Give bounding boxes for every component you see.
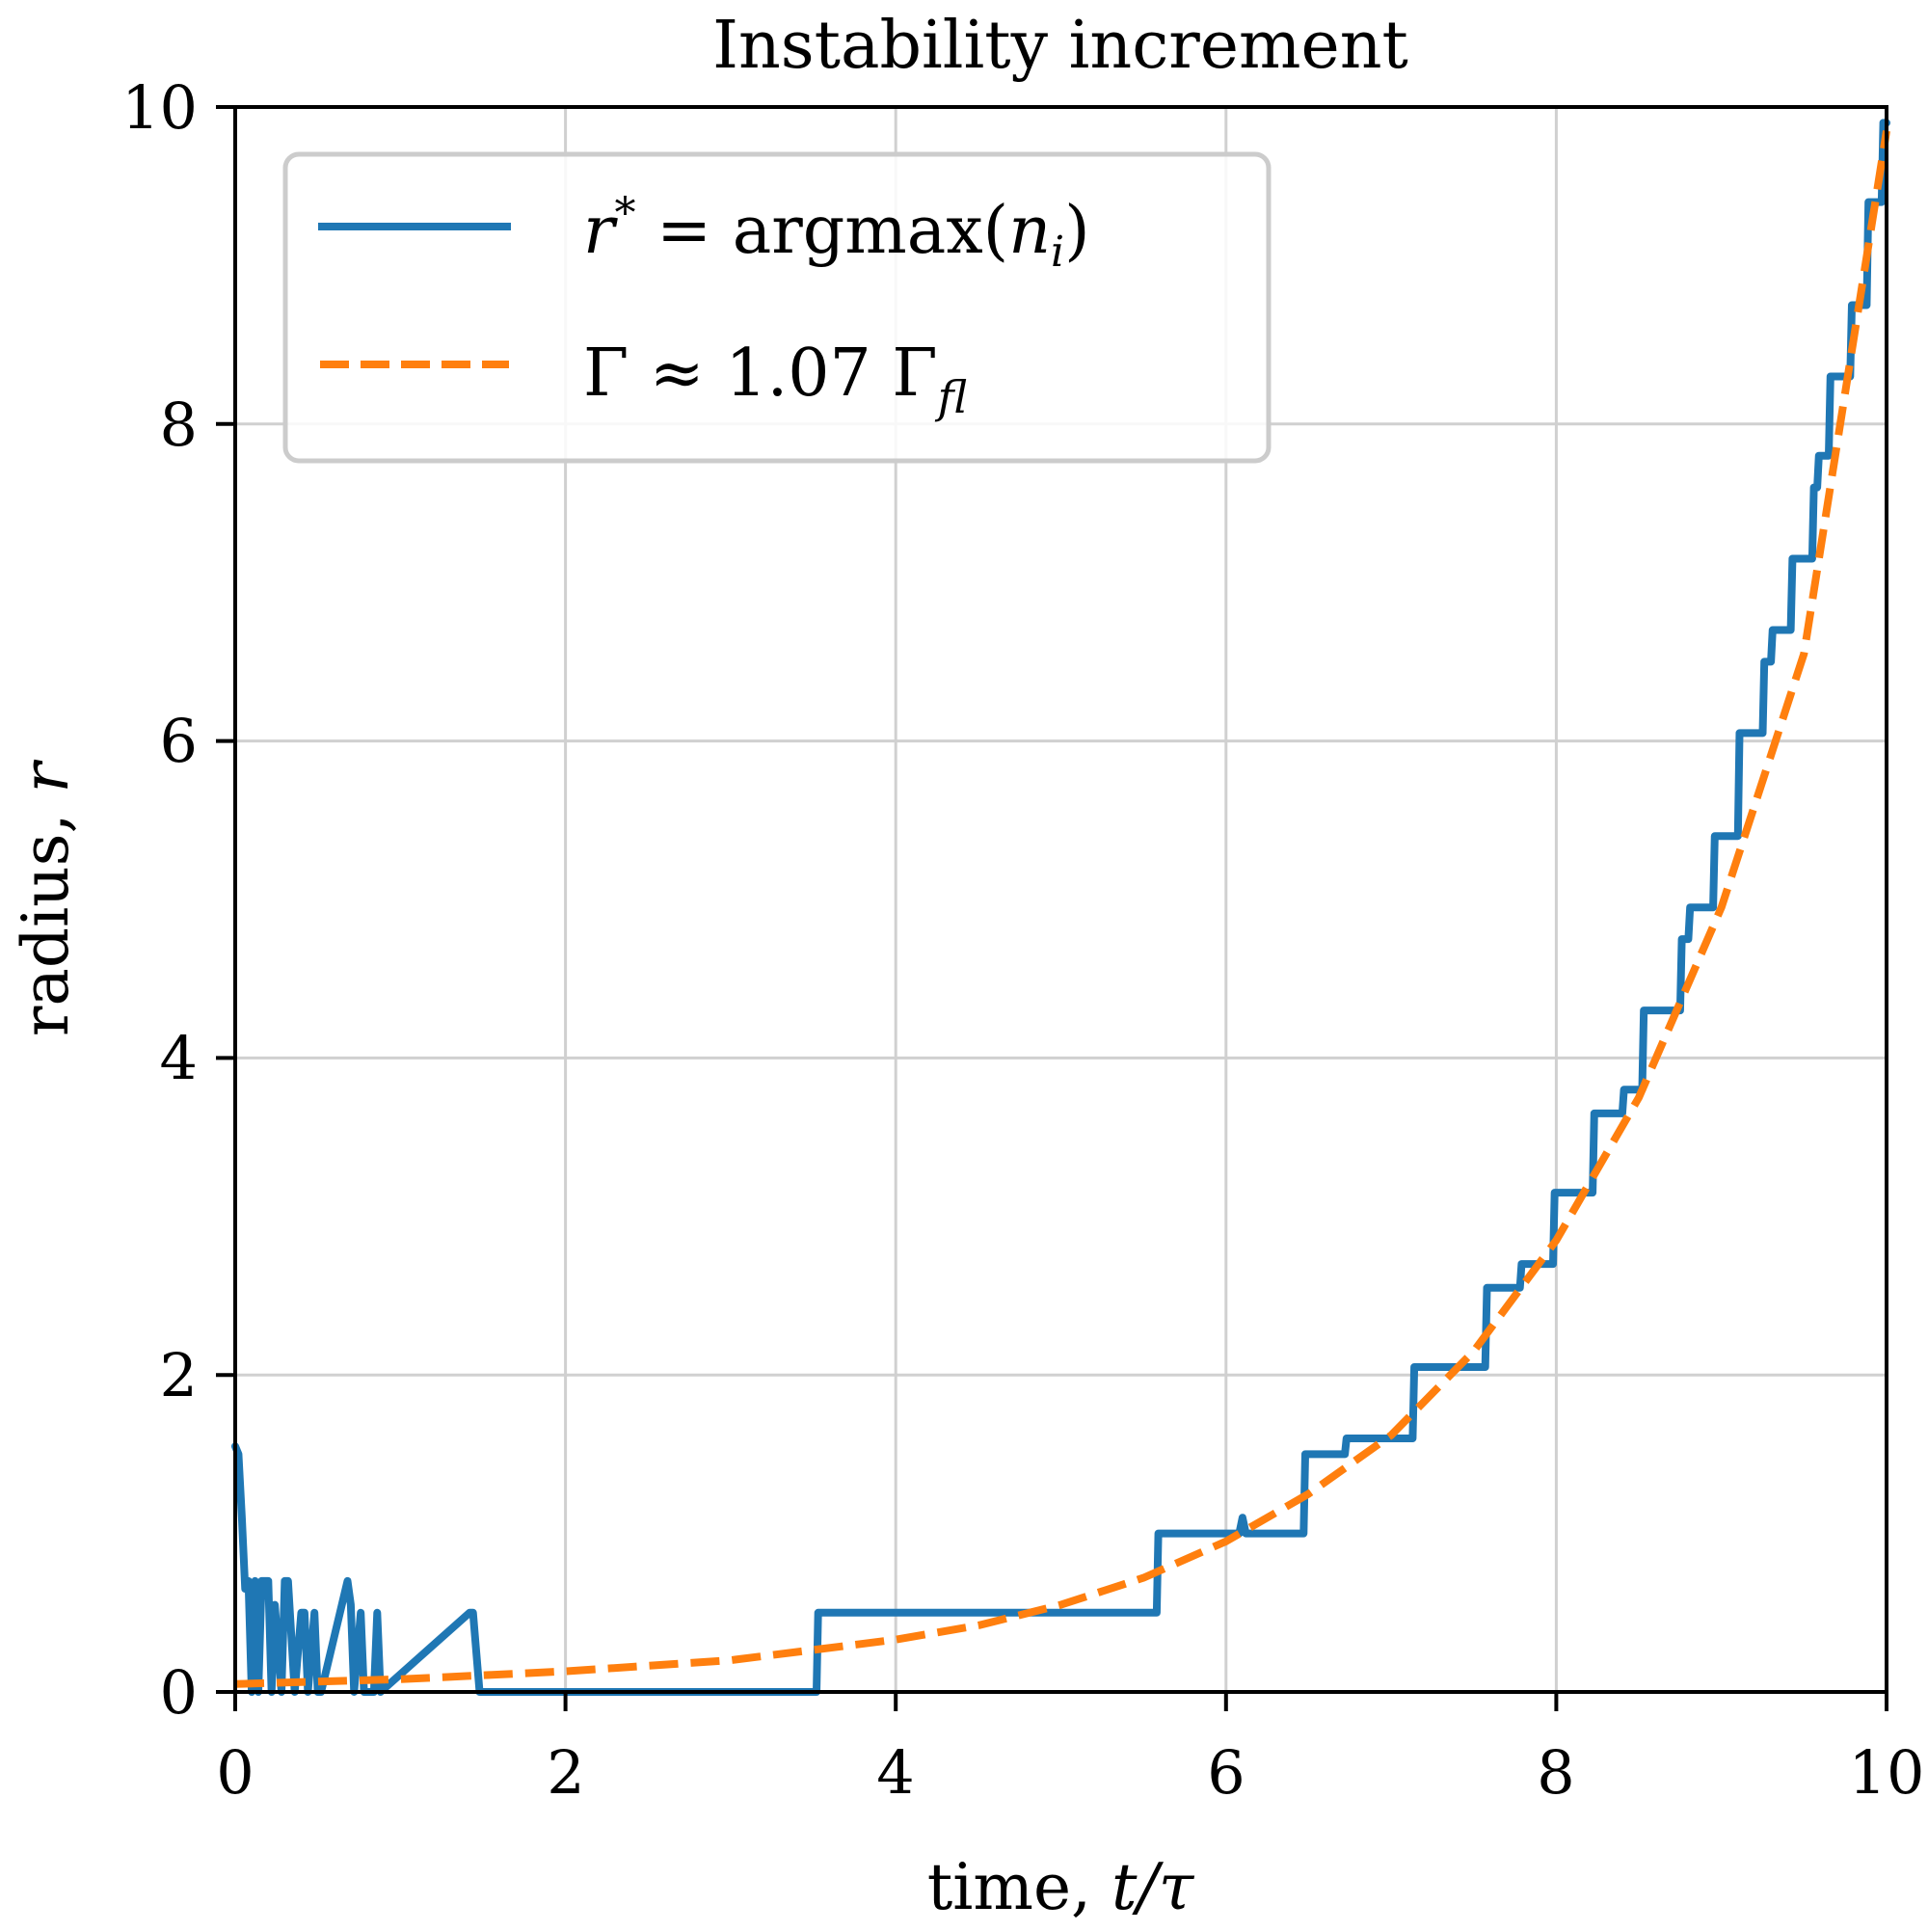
legend-label-argmax: r* = argmax(ni) [583,189,1090,277]
axis-ticks [216,105,1888,1711]
y-tick-label: 0 [160,1657,198,1728]
x-axis-label-text: time, [927,1850,1111,1924]
series-layer [231,119,1890,1696]
y-axis-label-text: radius, [9,792,83,1036]
x-tick-label: 4 [876,1737,914,1808]
series-argmax-line [231,119,1890,1696]
x-tick-label: 8 [1537,1737,1574,1808]
x-axis-label: time, t/τ [927,1850,1195,1924]
y-tick-label: 2 [160,1340,198,1410]
x-tick-labels: 0 2 4 6 8 10 [216,1737,1924,1808]
y-tick-label: 4 [160,1023,198,1093]
x-tick-label: 2 [547,1737,584,1808]
legend: r* = argmax(ni) Γ ≈ 1.07 Γfl [282,151,1272,464]
y-tick-label: 10 [121,72,198,143]
chart-title: Instability increment [712,8,1408,84]
series-gamma-fit-line [234,130,1890,1688]
x-tick-label: 6 [1207,1737,1245,1808]
y-tick-labels: 0 2 4 6 8 10 [121,72,198,1728]
x-tick-label: 0 [216,1737,254,1808]
legend-label-gamma: Γ ≈ 1.07 Γfl [583,335,967,423]
y-tick-label: 6 [160,706,198,776]
legend-box [282,151,1272,464]
y-tick-label: 8 [160,389,198,460]
x-tick-label: 10 [1849,1737,1925,1808]
x-axis-label-math: t/τ [1111,1850,1195,1924]
y-axis-label: radius, r [9,759,83,1036]
axes-frame [233,105,1888,1694]
y-axis-label-math: r [9,759,83,792]
